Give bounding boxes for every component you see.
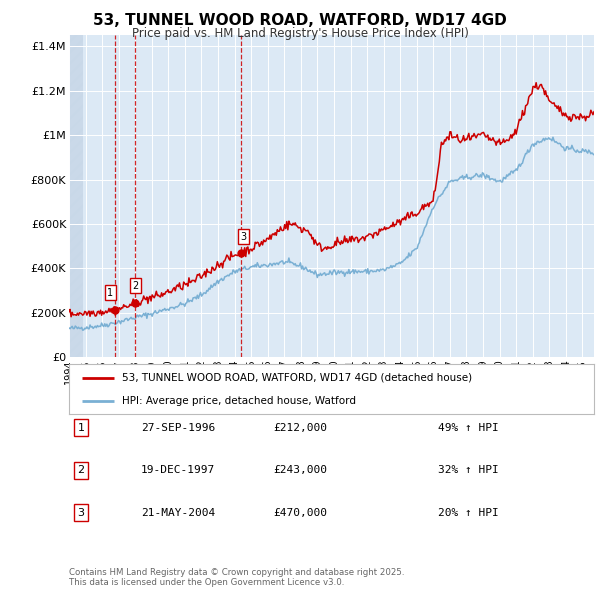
Bar [69,35,83,357]
Text: £470,000: £470,000 [273,508,327,517]
Text: £212,000: £212,000 [273,423,327,432]
Text: 2: 2 [77,466,85,475]
Text: 3: 3 [241,232,247,242]
Text: HPI: Average price, detached house, Watford: HPI: Average price, detached house, Watf… [121,396,355,406]
Text: 53, TUNNEL WOOD ROAD, WATFORD, WD17 4GD: 53, TUNNEL WOOD ROAD, WATFORD, WD17 4GD [93,13,507,28]
Text: 19-DEC-1997: 19-DEC-1997 [141,466,215,475]
Text: 1: 1 [107,288,113,298]
Text: 32% ↑ HPI: 32% ↑ HPI [438,466,499,475]
Text: 21-MAY-2004: 21-MAY-2004 [141,508,215,517]
Text: £243,000: £243,000 [273,466,327,475]
Text: 49% ↑ HPI: 49% ↑ HPI [438,423,499,432]
Text: Contains HM Land Registry data © Crown copyright and database right 2025.
This d: Contains HM Land Registry data © Crown c… [69,568,404,587]
Text: 27-SEP-1996: 27-SEP-1996 [141,423,215,432]
Text: 3: 3 [77,508,85,517]
Text: 20% ↑ HPI: 20% ↑ HPI [438,508,499,517]
Text: 1: 1 [77,423,85,432]
Text: 53, TUNNEL WOOD ROAD, WATFORD, WD17 4GD (detached house): 53, TUNNEL WOOD ROAD, WATFORD, WD17 4GD … [121,372,472,382]
Text: Price paid vs. HM Land Registry's House Price Index (HPI): Price paid vs. HM Land Registry's House … [131,27,469,40]
Text: 2: 2 [133,281,139,291]
